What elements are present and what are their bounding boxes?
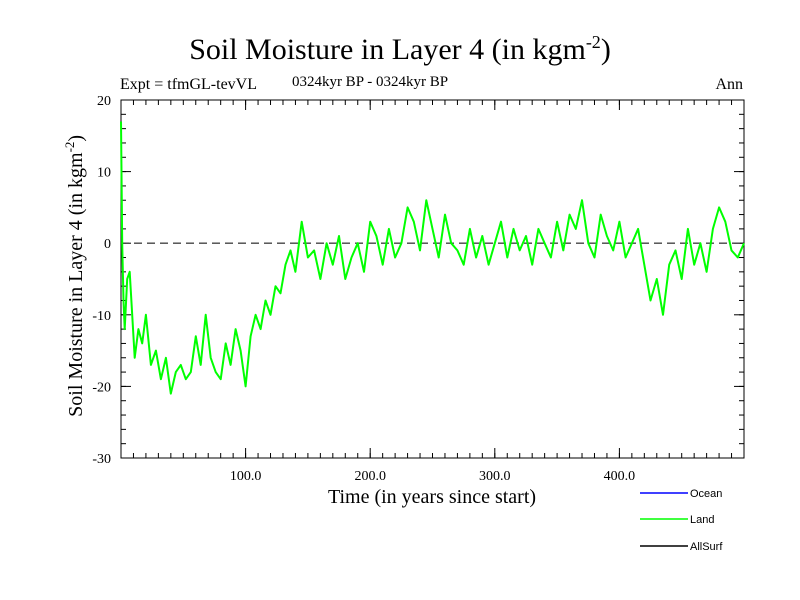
y-axis-label: Soil Moisture in Layer 4 (in kgm-2) [62,134,87,417]
plot-frame [120,99,745,459]
x-tick-label: 400.0 [604,469,636,484]
y-tick-label: -30 [92,452,111,467]
chart-title: Soil Moisture in Layer 4 (in kgm-2) [189,32,611,66]
y-tick-label: 0 [104,237,111,252]
x-tick-label: 200.0 [354,469,386,484]
chart-subtitle: 0324kyr BP - 0324kyr BP [291,74,449,90]
x-axis-label: Time (in years since start) [327,486,537,508]
experiment-label: Expt = tfmGL-tevVL [120,76,257,93]
x-tick-label: 300.0 [479,469,511,484]
legend-label-ocean: Ocean [690,488,722,500]
y-tick-label: 20 [97,94,111,109]
y-tick-label: -20 [92,380,111,395]
y-tick-label: 10 [97,166,111,181]
season-label: Ann [715,76,743,93]
series-line-land [120,121,745,395]
legend-label-allsurf: AllSurf [690,541,723,553]
y-tick-label: -10 [92,309,111,324]
x-tick-label: 100.0 [230,469,262,484]
legend-label-land: Land [690,514,714,526]
